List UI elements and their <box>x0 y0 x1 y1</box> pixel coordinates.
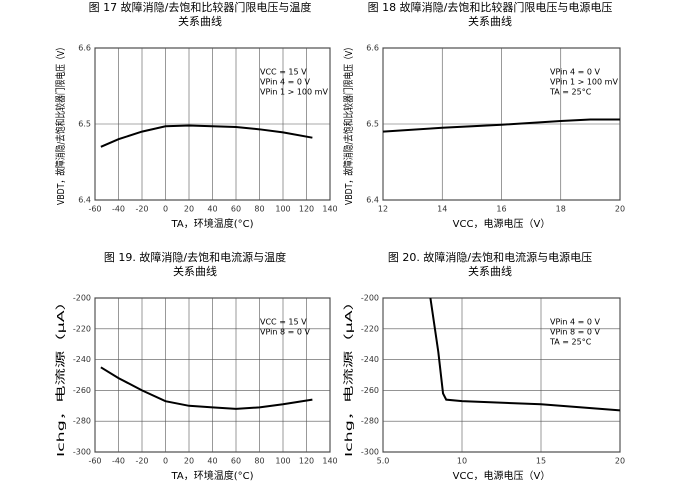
y-axis-label: Ichg，电流源（μA） <box>54 293 67 457</box>
annotation: VPin 4 = 0 V <box>550 68 600 77</box>
chart-title: 图 19. 故障消隐/去饱和电流源与温度 <box>104 250 286 264</box>
x-tick-label: 60 <box>231 457 241 466</box>
annotation: VPin 8 = 0 V <box>550 328 600 337</box>
annotation: VCC = 15 V <box>260 318 307 327</box>
y-tick-label: -220 <box>73 324 91 333</box>
y-tick-label: 6.5 <box>366 120 379 129</box>
x-tick-label: 80 <box>254 205 264 214</box>
annotation: TA = 25°C <box>549 338 592 347</box>
annotation: VCC = 15 V <box>260 68 307 77</box>
x-tick-label: 15 <box>536 457 546 466</box>
x-tick-label: -20 <box>135 457 148 466</box>
x-tick-label: 5.0 <box>377 457 390 466</box>
data-line <box>429 297 621 412</box>
x-tick-label: -20 <box>135 205 148 214</box>
x-tick-label: -40 <box>112 457 125 466</box>
annotation: VPin 4 = 0 V <box>550 318 600 327</box>
y-tick-label: -240 <box>361 355 379 364</box>
annotation: VPin 4 = 0 V <box>260 78 310 87</box>
x-axis-label: VCC，电源电压（V） <box>453 469 551 482</box>
y-axis-label: Ichg，电流源（μA） <box>342 293 355 457</box>
data-line <box>100 366 313 410</box>
x-tick-label: 16 <box>496 205 506 214</box>
x-tick-label: 20 <box>615 457 625 466</box>
x-axis-label: VCC，电源电压（V） <box>453 217 551 230</box>
chart-title: 关系曲线 <box>468 264 512 278</box>
x-tick-label: 0 <box>163 205 168 214</box>
chart-title: 图 18 故障消隐/去饱和比较器门限电压与电源电压 <box>368 0 613 14</box>
y-tick-label: -280 <box>361 417 379 426</box>
y-tick-label: 6.4 <box>78 196 91 205</box>
y-axis-label: VBDT，故障消隐/去饱和比较器门限电压（V） <box>342 43 355 205</box>
x-tick-label: 120 <box>299 205 314 214</box>
y-tick-label: -300 <box>361 448 379 457</box>
y-tick-label: 6.4 <box>366 196 379 205</box>
x-axis-label: TA，环境温度(°C) <box>171 469 254 482</box>
chart-title: 图 20. 故障消隐/去饱和电流源与电源电压 <box>388 250 592 264</box>
x-tick-label: 60 <box>231 205 241 214</box>
x-tick-label: 140 <box>322 205 337 214</box>
y-tick-label: 6.6 <box>366 44 379 53</box>
chart-title: 关系曲线 <box>468 14 512 28</box>
chart-title: 关系曲线 <box>173 264 217 278</box>
x-tick-label: 20 <box>615 205 625 214</box>
x-tick-label: 14 <box>437 205 447 214</box>
x-tick-label: -60 <box>88 205 101 214</box>
x-tick-label: 40 <box>207 205 217 214</box>
y-tick-label: 6.5 <box>78 120 91 129</box>
y-axis-label: VBDT，故障消隐/去饱和比较器门限电压（V） <box>54 43 67 205</box>
chart-title: 图 17 故障消隐/去饱和比较器门限电压与温度 <box>89 0 312 14</box>
data-line <box>382 118 620 133</box>
y-tick-label: -200 <box>73 294 91 303</box>
y-tick-label: -280 <box>73 417 91 426</box>
x-tick-label: -60 <box>88 457 101 466</box>
x-tick-label: 100 <box>275 205 290 214</box>
x-tick-label: 100 <box>275 457 290 466</box>
y-tick-label: -240 <box>73 355 91 364</box>
x-tick-label: 20 <box>184 205 194 214</box>
x-axis-label: TA，环境温度(°C) <box>171 217 254 230</box>
annotation: TA = 25°C <box>549 88 592 97</box>
x-tick-label: -40 <box>112 205 125 214</box>
annotation: VPin 8 = 0 V <box>260 328 310 337</box>
x-tick-label: 140 <box>322 457 337 466</box>
x-tick-label: 18 <box>556 205 566 214</box>
y-tick-label: -200 <box>361 294 379 303</box>
y-tick-label: -300 <box>73 448 91 457</box>
y-tick-label: -220 <box>361 324 379 333</box>
annotation: VPin 1 > 100 mV <box>550 78 618 87</box>
data-line <box>100 124 313 148</box>
x-tick-label: 20 <box>184 457 194 466</box>
x-tick-label: 10 <box>457 457 467 466</box>
y-tick-label: -260 <box>361 386 379 395</box>
y-tick-label: -260 <box>73 386 91 395</box>
x-tick-label: 0 <box>163 457 168 466</box>
x-tick-label: 120 <box>299 457 314 466</box>
x-tick-label: 12 <box>378 205 388 214</box>
x-tick-label: 40 <box>207 457 217 466</box>
annotation: VPin 1 > 100 mV <box>260 88 328 97</box>
chart-title: 关系曲线 <box>178 14 222 28</box>
y-tick-label: 6.6 <box>78 44 91 53</box>
x-tick-label: 80 <box>254 457 264 466</box>
